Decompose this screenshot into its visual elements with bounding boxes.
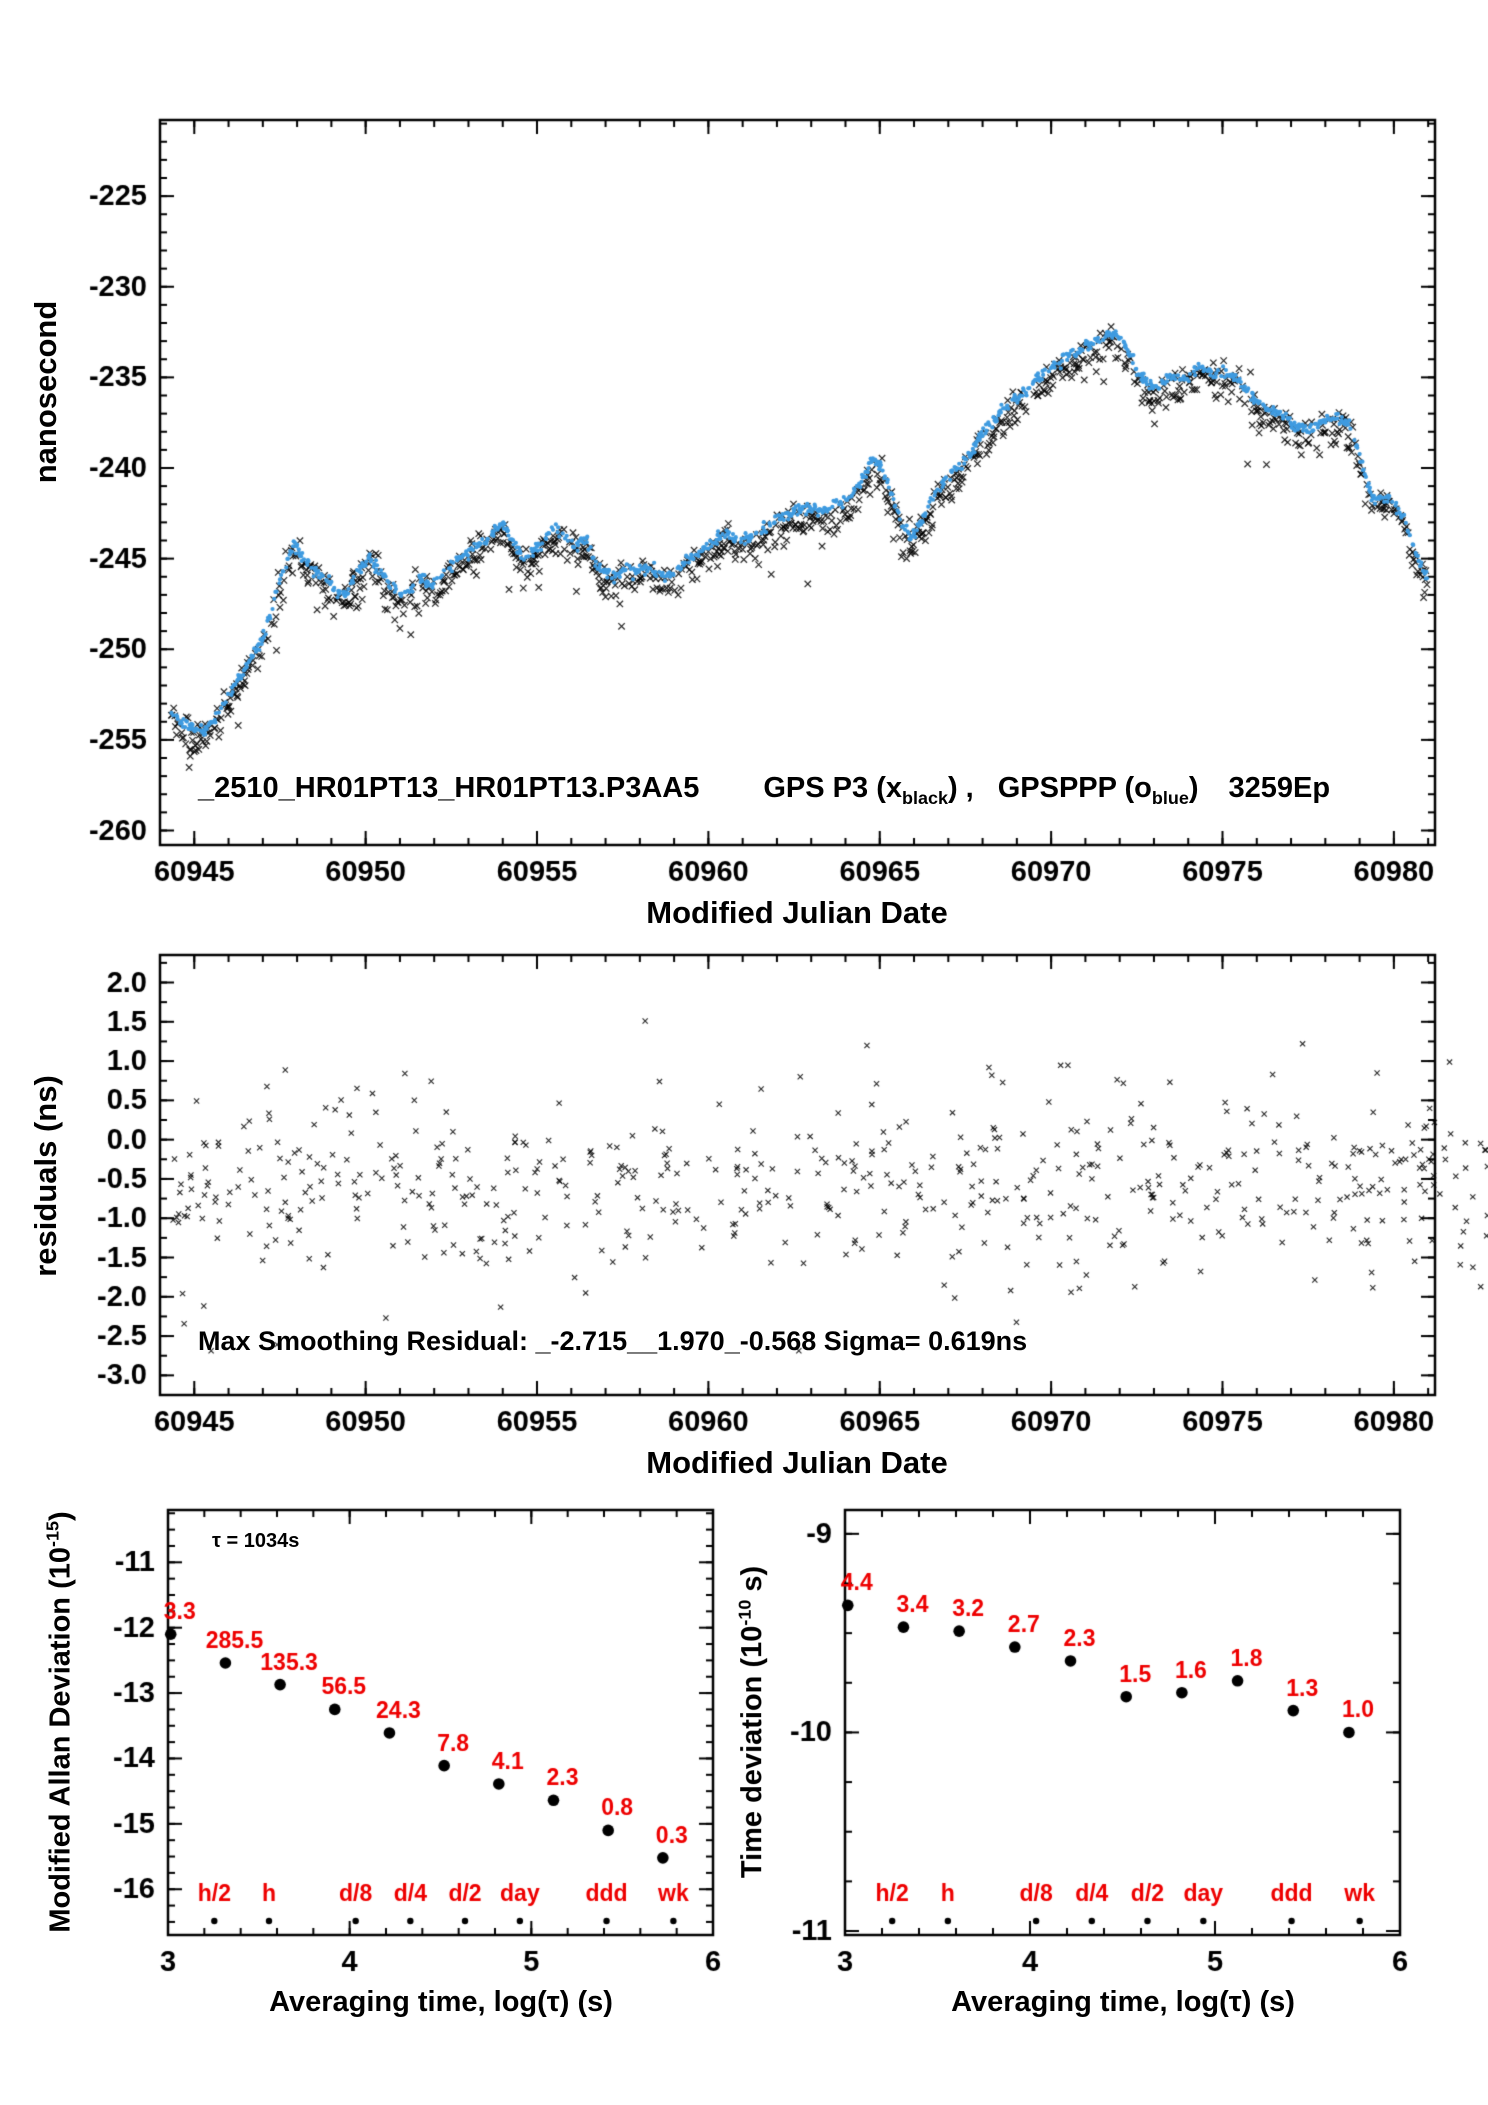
series2-prefix: GPSPPP (o xyxy=(997,772,1152,804)
tdev-y-axis-label: Time deviation (10-10 s) xyxy=(735,1566,770,1878)
tdev-y-label-prefix: Time deviation (10 xyxy=(736,1625,769,1879)
series1-label: GPS P3 (xblack) , xyxy=(763,772,974,808)
tdev-y-label-suffix: s) xyxy=(736,1565,769,1600)
phase-plot-title: _2510_HR01PT13_HR01PT13.P3AA5 GPS P3 (xbl… xyxy=(198,772,1330,809)
series1-prefix: GPS P3 (x xyxy=(763,772,902,804)
series1-close: ) , xyxy=(947,772,974,804)
residuals-annotation: Max Smoothing Residual: _-2.715__1.970_-… xyxy=(198,1326,1028,1356)
phase-y-axis-label: nanosecond xyxy=(28,300,63,484)
mdev-y-label-exponent: -15 xyxy=(42,1521,63,1548)
series1-subscript: black xyxy=(901,787,948,808)
mdev-y-axis-label: Modified Allan Deviation (10-15) xyxy=(43,1511,78,1932)
residuals-x-axis-label: Modified Julian Date xyxy=(646,1445,948,1480)
mdev-y-label-prefix: Modified Allan Deviation (10 xyxy=(44,1547,77,1933)
series2-subscript: blue xyxy=(1151,787,1189,808)
residuals-y-axis-label: residuals (ns) xyxy=(28,1075,63,1277)
tdev-x-axis-label: Averaging time, log(τ) (s) xyxy=(951,1986,1295,2018)
dataset-id: _2510_HR01PT13_HR01PT13.P3AA5 xyxy=(198,772,700,804)
tau-annotation: τ = 1034s xyxy=(212,1530,300,1552)
mdev-y-label-suffix: ) xyxy=(44,1511,77,1522)
mdev-x-axis-label: Averaging time, log(τ) (s) xyxy=(269,1986,613,2018)
tdev-y-label-exponent: -10 xyxy=(734,1599,755,1626)
phase-x-axis-label: Modified Julian Date xyxy=(646,895,948,930)
series2-label: GPSPPP (oblue) xyxy=(997,772,1199,808)
series2-close: ) xyxy=(1188,772,1199,804)
epoch-count: 3259Ep xyxy=(1228,772,1331,804)
